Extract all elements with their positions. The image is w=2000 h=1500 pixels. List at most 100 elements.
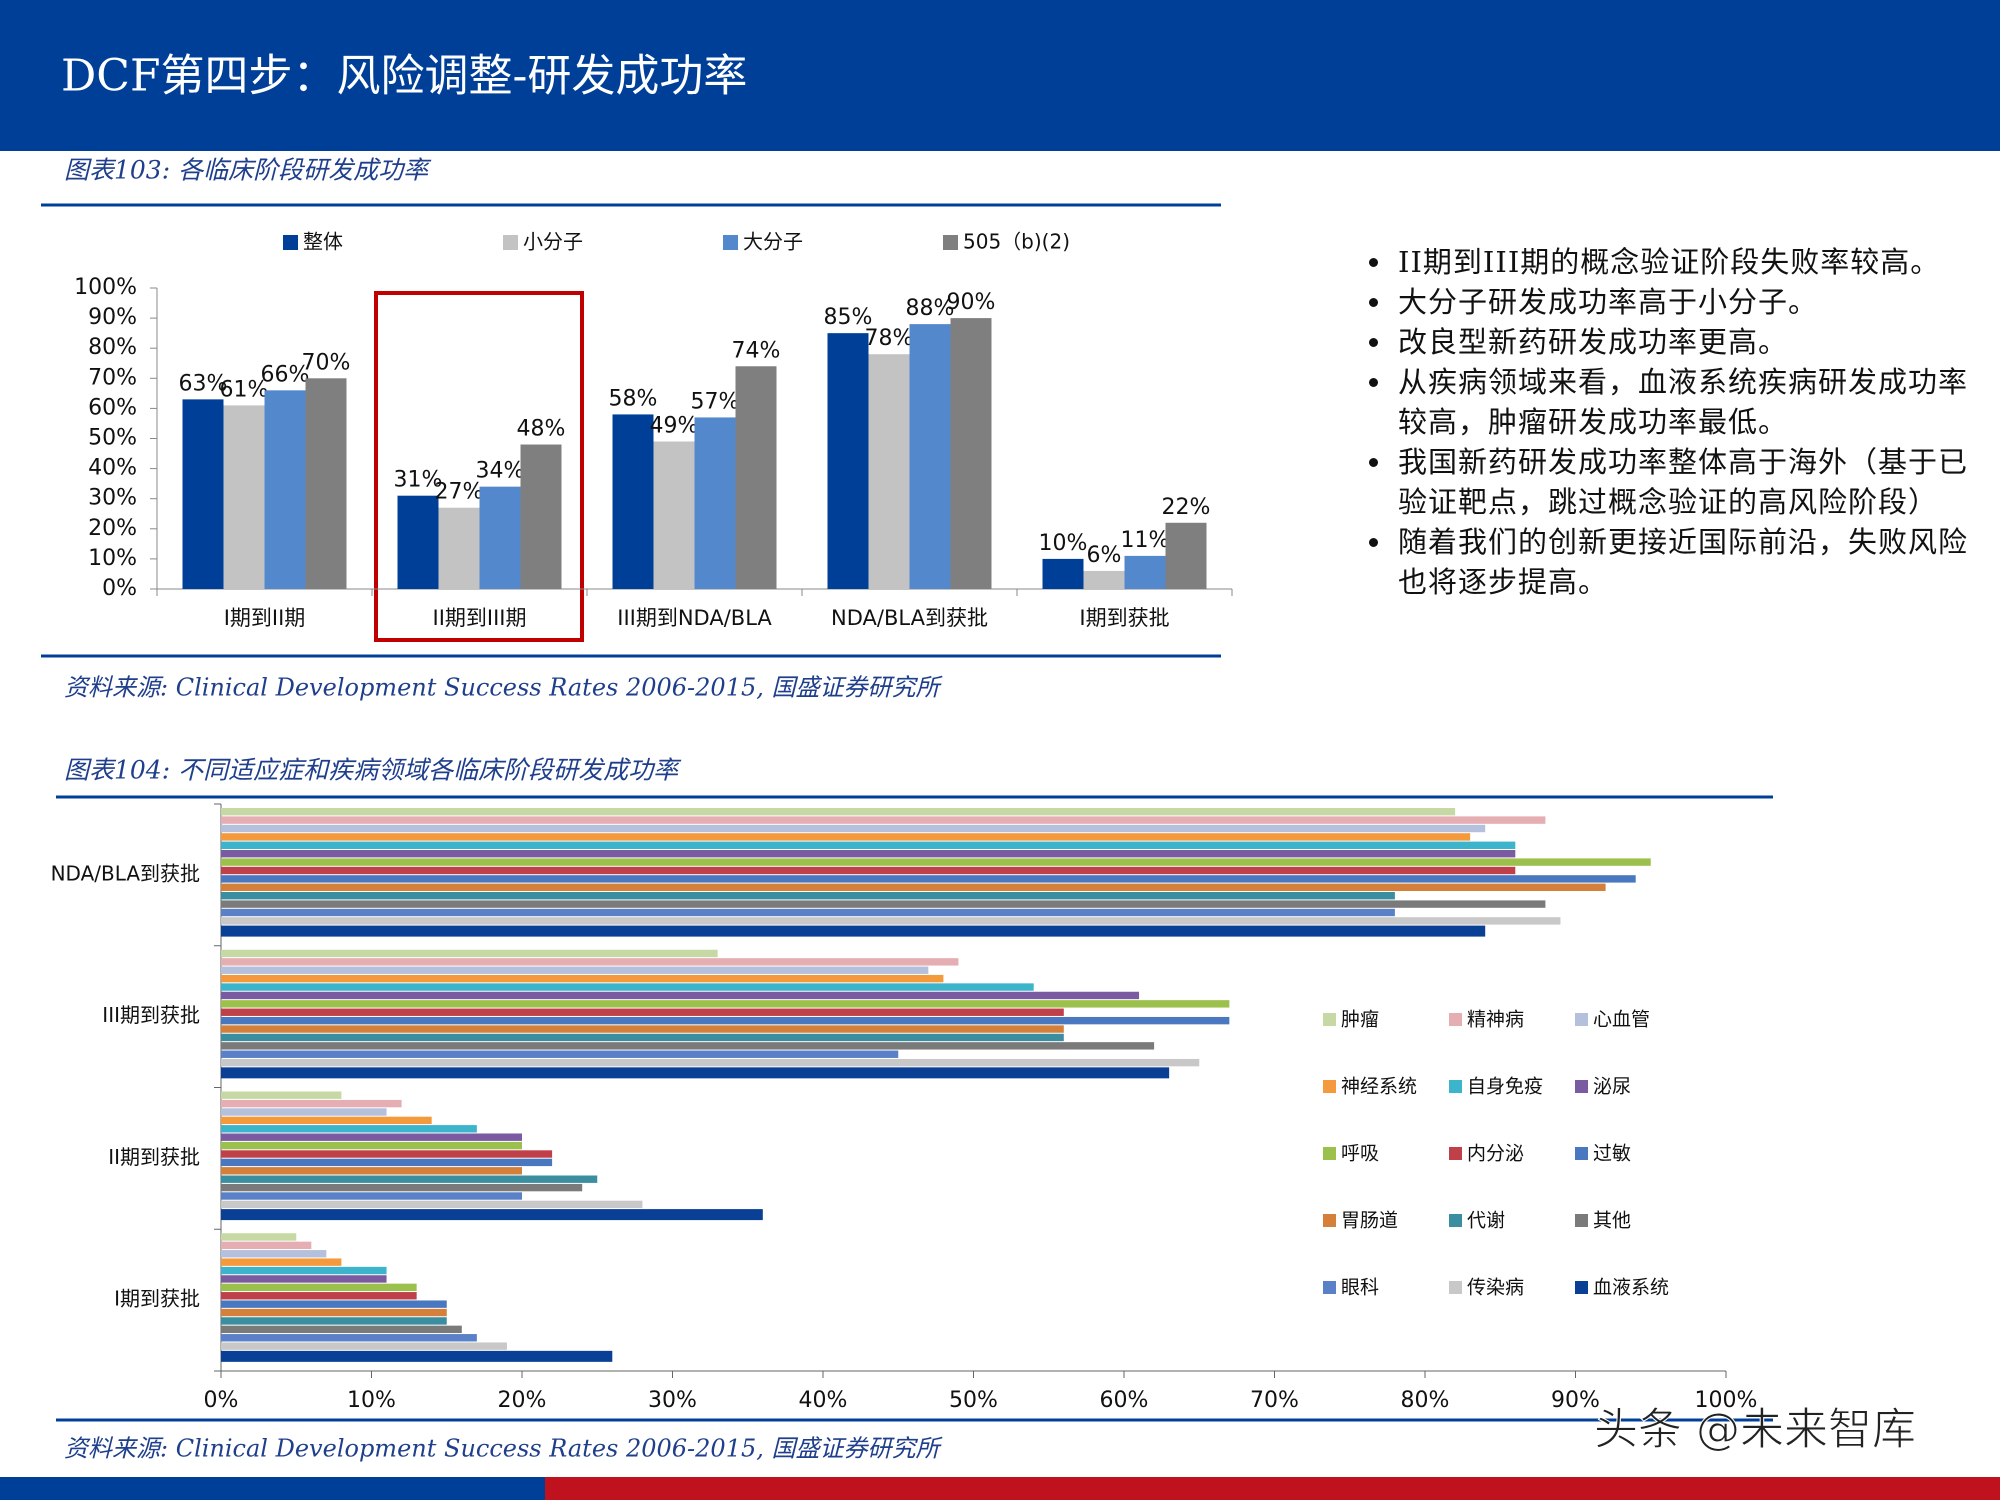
header-title: DCF第四步：风险调整-研发成功率 bbox=[61, 51, 747, 102]
legend-swatch bbox=[943, 235, 958, 250]
value-label: 57% bbox=[691, 389, 740, 414]
header-bar bbox=[0, 0, 2000, 151]
bar bbox=[221, 1042, 1155, 1050]
legend-swatch bbox=[283, 235, 298, 250]
legend-label: 精神病 bbox=[1467, 1009, 1524, 1031]
y-tick-label: 0% bbox=[102, 576, 137, 601]
legend-label: 肿瘤 bbox=[1341, 1009, 1379, 1031]
bar bbox=[221, 1308, 447, 1317]
bar bbox=[221, 1275, 387, 1283]
bar bbox=[1165, 522, 1207, 589]
chart-title: 图表103: 各临床阶段研发成功率 bbox=[64, 156, 432, 185]
legend-swatch bbox=[1449, 1281, 1462, 1294]
bar bbox=[221, 1050, 899, 1058]
y-tick-label: 90% bbox=[88, 305, 137, 330]
bar bbox=[735, 366, 777, 589]
x-tick-label: 90% bbox=[1551, 1388, 1600, 1413]
bar bbox=[221, 841, 1516, 849]
bar bbox=[1042, 558, 1084, 589]
bar bbox=[221, 824, 1486, 833]
x-tick-label: 10% bbox=[347, 1388, 396, 1413]
watermark: 头条 @未来智库 bbox=[1594, 1404, 1916, 1455]
legend-swatch bbox=[1575, 1013, 1588, 1026]
legend-swatch bbox=[1323, 1013, 1336, 1026]
bar bbox=[397, 495, 439, 589]
x-tick-label: 20% bbox=[498, 1388, 547, 1413]
bar bbox=[221, 1325, 462, 1334]
value-label: 74% bbox=[732, 338, 781, 363]
legend-label: 代谢 bbox=[1467, 1210, 1505, 1232]
value-label: 22% bbox=[1162, 495, 1211, 520]
bar bbox=[221, 925, 1486, 937]
bar bbox=[1083, 570, 1125, 589]
bar bbox=[221, 1108, 387, 1116]
bar bbox=[612, 414, 654, 589]
bar bbox=[223, 405, 265, 589]
legend-swatch bbox=[1323, 1080, 1336, 1093]
legend-swatch bbox=[1575, 1281, 1588, 1294]
x-tick-label: 60% bbox=[1100, 1388, 1149, 1413]
bar bbox=[221, 1209, 763, 1221]
bar bbox=[438, 507, 480, 589]
x-tick-label: 40% bbox=[799, 1388, 848, 1413]
bullet: 从疾病领域来看，血液系统疾病研发成功率较高，肿瘤研发成功率最低。 bbox=[1394, 362, 1974, 442]
bar bbox=[305, 378, 347, 589]
legend-label: 血液系统 bbox=[1593, 1277, 1669, 1299]
y-tick-label: NDA/BLA到获批 bbox=[51, 861, 200, 885]
legend-label: 整体 bbox=[303, 230, 343, 254]
bullet: II期到III期的概念验证阶段失败率较高。 bbox=[1394, 242, 1974, 282]
bar bbox=[1124, 555, 1166, 589]
bar bbox=[182, 399, 224, 589]
bar bbox=[221, 966, 929, 974]
legend-swatch bbox=[1575, 1147, 1588, 1160]
bar bbox=[221, 1091, 342, 1099]
bar bbox=[221, 1300, 447, 1308]
bar bbox=[221, 1175, 598, 1183]
value-label: 61% bbox=[220, 377, 269, 402]
chart-source: 资料来源: Clinical Development Success Rates… bbox=[64, 1435, 943, 1463]
x-tick-label: NDA/BLA到获批 bbox=[831, 606, 988, 630]
x-tick-label: 70% bbox=[1250, 1388, 1299, 1413]
value-label: 63% bbox=[179, 371, 228, 396]
bar bbox=[221, 1334, 477, 1342]
legend-label: 胃肠道 bbox=[1341, 1210, 1398, 1232]
y-tick-label: 60% bbox=[88, 395, 137, 420]
legend-label: 大分子 bbox=[743, 230, 803, 254]
bar bbox=[221, 949, 718, 958]
legend-label: 泌尿 bbox=[1593, 1076, 1631, 1098]
bar bbox=[221, 1067, 1170, 1079]
legend-label: 传染病 bbox=[1467, 1277, 1524, 1299]
value-label: 78% bbox=[865, 326, 914, 351]
value-label: 27% bbox=[435, 480, 484, 505]
legend-swatch bbox=[503, 235, 518, 250]
bar bbox=[221, 1025, 1064, 1033]
bar bbox=[221, 1283, 417, 1292]
x-tick-label: 30% bbox=[648, 1388, 697, 1413]
highlight-box bbox=[374, 291, 584, 642]
bar bbox=[221, 833, 1471, 841]
bullet: 随着我们的创新更接近国际前沿，失败风险也将逐步提高。 bbox=[1394, 522, 1974, 602]
bar bbox=[221, 1342, 507, 1350]
bar bbox=[221, 983, 1034, 991]
bar bbox=[264, 390, 306, 589]
bullet: 大分子研发成功率高于小分子。 bbox=[1394, 282, 1974, 322]
bar bbox=[221, 1266, 387, 1275]
bar bbox=[221, 1158, 553, 1167]
bar bbox=[520, 444, 562, 589]
value-label: 58% bbox=[609, 386, 658, 411]
legend-swatch bbox=[1575, 1080, 1588, 1093]
value-label: 34% bbox=[476, 459, 525, 484]
value-label: 66% bbox=[261, 362, 310, 387]
bar bbox=[221, 900, 1546, 908]
legend-label: 过敏 bbox=[1593, 1143, 1631, 1165]
bar bbox=[221, 1008, 1064, 1016]
bar bbox=[221, 892, 1395, 900]
bar bbox=[221, 1258, 342, 1266]
value-label: 31% bbox=[394, 468, 443, 493]
bar bbox=[221, 1058, 1200, 1067]
legend-swatch bbox=[1449, 1013, 1462, 1026]
value-label: 6% bbox=[1087, 543, 1122, 568]
bar bbox=[909, 324, 951, 589]
